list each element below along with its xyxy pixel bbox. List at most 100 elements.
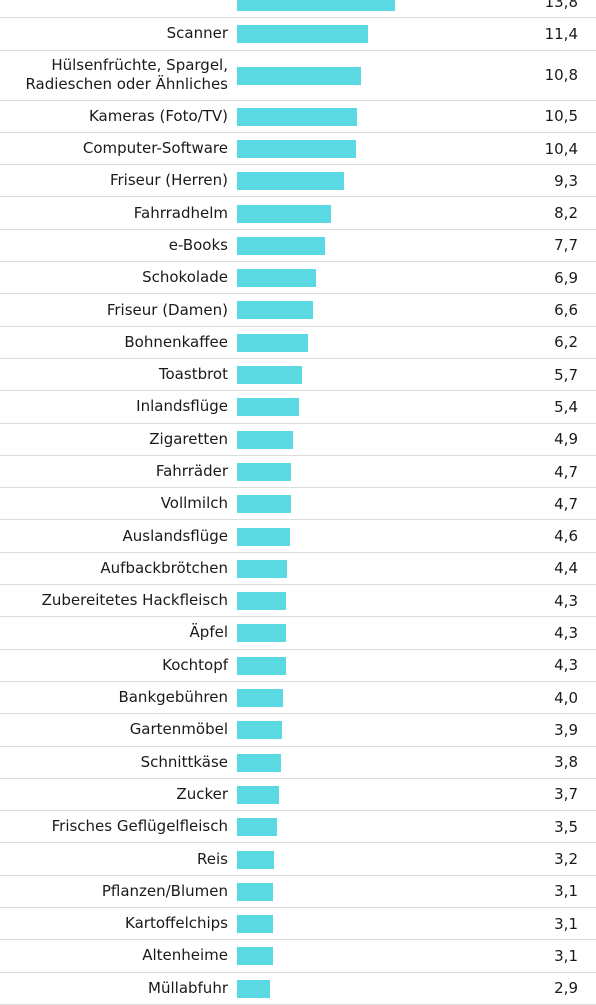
bar xyxy=(237,527,290,546)
category-label: Reis xyxy=(8,843,228,874)
category-label: Altenheime xyxy=(8,940,228,971)
value-label: 10,4 xyxy=(544,139,578,158)
bar-row: Aufbackbrötchen 4,4 xyxy=(0,553,596,586)
category-label-text: Bankgebühren xyxy=(118,688,228,707)
category-label-text: Zigaretten xyxy=(149,429,228,448)
bar-row: Vollmilch 4,7 xyxy=(0,488,596,521)
category-label-text: Hülsenfrüchte, Spargel, Radieschen oder Ä… xyxy=(25,56,228,94)
category-label-text: Fahrradhelm xyxy=(133,203,228,222)
value-label: 3,1 xyxy=(554,946,578,965)
bar xyxy=(237,689,283,708)
value-label: 3,8 xyxy=(554,753,578,772)
bar xyxy=(237,850,274,869)
bar-row: Computer-Software 10,4 xyxy=(0,133,596,166)
bar-row: Zigaretten 4,9 xyxy=(0,424,596,456)
category-label: Bankgebühren xyxy=(8,682,228,713)
bar xyxy=(237,882,273,901)
category-label: Kochtopf xyxy=(8,650,228,681)
value-label: 6,6 xyxy=(554,301,578,320)
value-label: 4,4 xyxy=(554,559,578,578)
bar-row: Müllabfuhr 2,9 xyxy=(0,973,596,1005)
bar-row: Bankgebühren 4,0 xyxy=(0,682,596,715)
bar xyxy=(237,559,288,578)
bar xyxy=(237,366,303,385)
value-label: 10,5 xyxy=(544,107,578,126)
bar-row: Friseur (Herren) 9,3 xyxy=(0,165,596,198)
bar xyxy=(237,947,273,966)
bar-row: Äpfel 4,3 xyxy=(0,617,596,650)
category-label: Scanner xyxy=(8,18,228,49)
value-label: 11,4 xyxy=(544,24,578,43)
value-label: 10,8 xyxy=(544,66,578,85)
bar xyxy=(237,269,316,288)
category-label: Zubereitetes Hackfleisch xyxy=(8,585,228,616)
category-label-text: Scanner xyxy=(166,24,228,43)
category-label: Müllabfuhr xyxy=(8,973,228,1004)
category-label: e-Books xyxy=(8,230,228,261)
category-label-text: Frisches Geflügelfleisch xyxy=(51,817,228,836)
bar-row: 13,8 xyxy=(0,0,596,19)
category-label: Computer-Software xyxy=(8,133,228,164)
bar-row: Toastbrot 5,7 xyxy=(0,359,596,392)
value-label: 9,3 xyxy=(554,171,578,190)
bar-row: Zubereitetes Hackfleisch 4,3 xyxy=(0,585,596,618)
bar xyxy=(237,721,282,740)
bar xyxy=(237,236,326,255)
bar-row: Zucker 3,7 xyxy=(0,779,596,812)
category-label: Gartenmöbel xyxy=(8,714,228,745)
category-label-text: Reis xyxy=(197,849,228,868)
bar xyxy=(237,753,281,772)
category-label-text: Pflanzen/Blumen xyxy=(101,881,228,900)
category-label-text: Friseur (Herren) xyxy=(109,171,228,190)
value-label: 4,7 xyxy=(554,462,578,481)
category-label-text: Aufbackbrötchen xyxy=(100,558,228,577)
bar xyxy=(237,495,291,514)
category-label-text: Kameras (Foto/TV) xyxy=(88,106,228,125)
category-label-text: Computer-Software xyxy=(82,139,228,158)
category-label: Pflanzen/Blumen xyxy=(8,876,228,907)
value-label: 4,0 xyxy=(554,688,578,707)
bar xyxy=(237,979,271,998)
value-label: 4,7 xyxy=(554,494,578,513)
category-label: Zucker xyxy=(8,779,228,810)
bar xyxy=(237,818,278,837)
bar-row: Fahrradhelm 8,2 xyxy=(0,197,596,230)
bar-row: Schokolade 6,9 xyxy=(0,262,596,295)
category-label-text: Bohnenkaffee xyxy=(124,332,228,351)
category-label-text: Müllabfuhr xyxy=(148,978,228,997)
bar-row: Kartoffelchips 3,1 xyxy=(0,908,596,941)
bar xyxy=(237,333,308,352)
category-label: Bohnenkaffee xyxy=(8,327,228,358)
value-label: 4,9 xyxy=(554,430,578,449)
bar xyxy=(237,139,357,158)
value-label: 6,2 xyxy=(554,333,578,352)
category-label-text: Zubereitetes Hackfleisch xyxy=(41,591,228,610)
category-label: Aufbackbrötchen xyxy=(8,553,228,584)
value-label: 3,2 xyxy=(554,850,578,869)
value-label: 3,9 xyxy=(554,720,578,739)
bar-row: Altenheime 3,1 xyxy=(0,940,596,973)
category-label-text: Schokolade xyxy=(142,268,228,287)
value-label: 2,9 xyxy=(554,979,578,998)
category-label-text: Toastbrot xyxy=(158,365,228,384)
category-label: Vollmilch xyxy=(8,488,228,519)
category-label: Schnittkäse xyxy=(8,747,228,778)
bar-row: Bohnenkaffee 6,2 xyxy=(0,327,596,359)
category-label-text: Inlandsflüge xyxy=(136,397,228,416)
category-label: Inlandsflüge xyxy=(8,391,228,422)
category-label-text: Altenheime xyxy=(142,946,228,965)
category-label: Frisches Geflügelfleisch xyxy=(8,811,228,842)
category-label-text: Kochtopf xyxy=(162,655,228,674)
value-label: 4,6 xyxy=(554,527,578,546)
category-label: Kameras (Foto/TV) xyxy=(8,101,228,132)
bar-row: Fahrräder 4,7 xyxy=(0,456,596,489)
bar-row: Frisches Geflügelfleisch 3,5 xyxy=(0,811,596,844)
category-label-text: Gartenmöbel xyxy=(129,720,228,739)
category-label-text: Schnittkäse xyxy=(140,752,228,771)
bar xyxy=(237,785,280,804)
bar-row: Kameras (Foto/TV) 10,5 xyxy=(0,101,596,133)
category-label-text: Zucker xyxy=(176,784,228,803)
bar-row: Auslandsflüge 4,6 xyxy=(0,520,596,553)
value-label: 8,2 xyxy=(554,204,578,223)
